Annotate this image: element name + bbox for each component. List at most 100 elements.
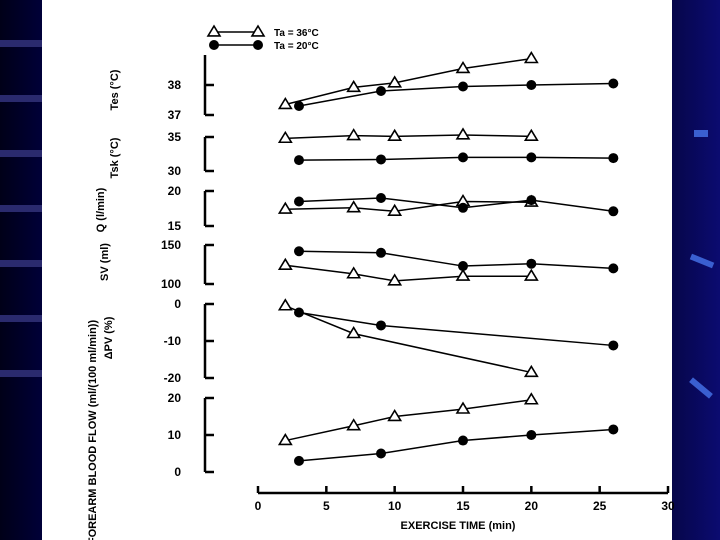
point-dpv-1-1 xyxy=(376,320,386,331)
left-stripe-3 xyxy=(0,205,42,212)
point-q-1-2 xyxy=(458,202,468,213)
point-q-1-1 xyxy=(376,193,386,203)
point-tsk-0-4 xyxy=(523,128,539,142)
left-stripe-6 xyxy=(0,370,42,377)
point-sv-0-1 xyxy=(346,266,362,279)
left-stripe-2 xyxy=(0,150,42,157)
panel-dpv: 0 -10 -20 ΔPV (%) xyxy=(103,297,619,385)
point-tes-1-4 xyxy=(608,78,619,89)
panel-tes: 37 38 Tes (°C) xyxy=(109,51,619,122)
x-tick-label-2: 10 xyxy=(388,499,402,513)
point-dpv-1-0 xyxy=(294,307,304,318)
point-tsk-1-4 xyxy=(608,153,619,164)
point-forearm-1-4 xyxy=(608,424,619,435)
series-line-dpv-1 xyxy=(298,311,614,347)
y-tick-label-tes-0: 37 xyxy=(168,108,182,122)
y-label-forearm: FOREARM BLOOD FLOW (ml/(100 ml/min)) xyxy=(87,320,99,540)
point-tsk-1-2 xyxy=(458,152,468,163)
point-sv-0-3 xyxy=(455,268,471,281)
point-q-1-3 xyxy=(526,195,537,206)
y-label-sv: SV (ml) xyxy=(99,243,111,281)
y-tick-label-tes-1: 38 xyxy=(168,78,182,92)
point-tes-1-3 xyxy=(526,80,537,90)
y-label-dpv: ΔPV (%) xyxy=(103,316,115,359)
panel-forearm: 20 10 0 FOREARM BLOOD FLOW (ml/(100 ml/min)… xyxy=(87,320,619,540)
point-sv-0-2 xyxy=(387,273,403,286)
slide-left-band xyxy=(0,0,42,540)
legend-marker-end-0 xyxy=(250,24,266,37)
x-axis: 0 5 10 15 20 25 30 EXERCISE TIME (min) xyxy=(255,486,675,532)
point-sv-1-4 xyxy=(608,263,619,274)
y-label-tsk: Tsk (°C) xyxy=(109,137,121,178)
y-label-q: Q (l/min) xyxy=(95,187,107,232)
point-tsk-1-1 xyxy=(376,154,386,165)
y-tick-label-dpv-2: -20 xyxy=(164,371,182,385)
y-tick-label-dpv-1: -10 xyxy=(164,334,182,348)
x-tick-label-3: 15 xyxy=(456,499,470,513)
point-forearm-1-1 xyxy=(376,448,386,459)
y-label-tes: Tes (°C) xyxy=(109,69,121,110)
series-line-q-0 xyxy=(285,200,532,213)
slide-right-band xyxy=(672,0,720,540)
point-sv-1-0 xyxy=(294,246,304,257)
point-q-0-0 xyxy=(277,201,293,214)
point-tes-0-2 xyxy=(387,75,403,88)
legend-marker-end-1 xyxy=(253,40,263,50)
point-forearm-1-2 xyxy=(458,435,468,446)
point-tsk-0-0 xyxy=(277,130,293,144)
point-q-0-2 xyxy=(387,203,403,216)
point-tes-0-3 xyxy=(455,60,471,74)
point-forearm-0-0 xyxy=(277,433,293,446)
point-tes-1-2 xyxy=(458,81,468,92)
y-tick-label-tsk-1: 30 xyxy=(168,164,182,178)
point-tes-0-1 xyxy=(346,79,362,93)
y-tick-label-forearm-2: 0 xyxy=(174,465,181,479)
y-tick-label-q-1: 15 xyxy=(168,219,182,233)
series-line-sv-0 xyxy=(285,264,532,282)
series-line-q-1 xyxy=(298,197,614,213)
point-forearm-0-1 xyxy=(346,418,362,431)
point-dpv-0-2 xyxy=(523,364,539,378)
point-tsk-0-3 xyxy=(455,127,471,140)
legend: Ta = 36°C Ta = 20°C xyxy=(206,24,319,52)
series-line-tes-1 xyxy=(298,82,614,107)
point-sv-0-4 xyxy=(523,268,539,281)
point-forearm-0-4 xyxy=(523,392,539,405)
point-tsk-1-0 xyxy=(294,155,304,166)
point-tes-1-0 xyxy=(294,101,304,111)
x-tick-label-6: 30 xyxy=(661,499,675,513)
point-tsk-0-2 xyxy=(387,128,403,142)
left-stripe-5 xyxy=(0,315,42,322)
left-stripe-0 xyxy=(0,40,42,47)
legend-label-0: Ta = 36°C xyxy=(274,28,319,39)
point-tes-0-4 xyxy=(523,51,539,64)
left-stripe-4 xyxy=(0,260,42,267)
left-stripe-1 xyxy=(0,95,42,102)
legend-marker-0 xyxy=(206,24,222,37)
point-forearm-0-2 xyxy=(387,408,403,422)
point-forearm-1-3 xyxy=(526,430,537,440)
point-sv-1-1 xyxy=(376,247,386,258)
x-tick-label-0: 0 xyxy=(255,499,262,513)
x-tick-label-4: 20 xyxy=(525,499,539,513)
legend-label-1: Ta = 20°C xyxy=(274,41,319,52)
y-tick-label-dpv-0: 0 xyxy=(174,297,181,311)
point-tsk-0-1 xyxy=(346,128,362,141)
y-tick-label-sv-0: 150 xyxy=(161,238,181,252)
point-tes-0-0 xyxy=(277,96,293,110)
y-tick-label-forearm-1: 10 xyxy=(168,428,182,442)
y-tick-label-forearm-0: 20 xyxy=(168,391,182,405)
point-dpv-1-2 xyxy=(608,340,619,351)
point-sv-0-0 xyxy=(277,257,293,270)
point-dpv-0-0 xyxy=(277,298,293,311)
x-axis-label: EXERCISE TIME (min) xyxy=(401,520,516,532)
point-q-1-4 xyxy=(608,206,619,217)
panel-sv: 150 100 SV (ml) xyxy=(99,238,619,291)
y-tick-label-tsk-0: 35 xyxy=(168,130,182,144)
bar-deco-icon xyxy=(694,130,708,137)
point-forearm-1-0 xyxy=(294,455,304,466)
x-tick-label-5: 25 xyxy=(593,499,607,513)
series-line-forearm-0 xyxy=(285,399,532,442)
